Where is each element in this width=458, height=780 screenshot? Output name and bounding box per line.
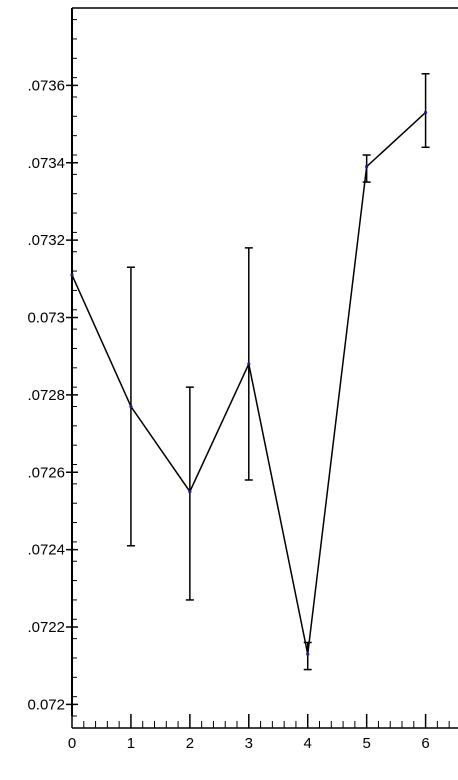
data-point [70,273,74,277]
data-point [188,490,192,494]
data-point [306,652,310,656]
y-tick-label: 0.073 [27,310,65,327]
x-tick-label: 0 [68,735,76,752]
data-point [423,110,428,115]
error-bar [185,386,194,601]
y-tick-label: .0722 [27,619,65,636]
series [70,110,428,656]
x-tick-label: 5 [362,735,370,752]
y-tick-label: .0728 [27,387,65,404]
x-axis [71,714,458,729]
x-tick-label: 3 [245,735,253,752]
y-tick-label: 0.072 [27,696,65,713]
x-tick-label: 2 [186,735,194,752]
data-point [247,362,251,366]
y-axis [66,7,458,717]
y-tick-label: .0732 [27,232,65,249]
error-bar [303,641,312,671]
y-tick-label: .0724 [27,542,65,559]
y-tick-label: .0726 [27,464,65,481]
y-tick-label: .0734 [27,155,65,172]
error-bar [421,73,430,149]
data-point [129,404,133,409]
y-tick-label: .0736 [27,77,65,94]
x-tick-label: 1 [127,735,135,752]
data-point [365,165,369,169]
error-bars [126,73,430,671]
x-tick-label: 4 [304,735,312,752]
x-tick-label: 6 [421,735,429,752]
y-tick-labels: 0.072 .0722 .0724 .0726 .0728 0.073 .0732 .0734… [27,77,65,713]
x-tick-labels: 0 1 2 3 4 5 6 [68,735,430,752]
